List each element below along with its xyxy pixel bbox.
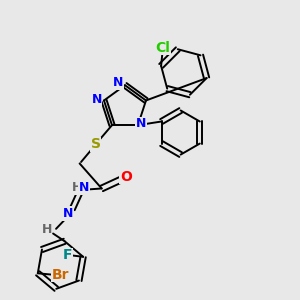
Text: F: F xyxy=(63,248,73,262)
Text: N: N xyxy=(92,92,102,106)
Text: N: N xyxy=(113,76,124,89)
Text: H: H xyxy=(71,181,82,194)
Text: H: H xyxy=(41,223,52,236)
Text: N: N xyxy=(136,117,146,130)
Text: S: S xyxy=(91,137,101,151)
Text: O: O xyxy=(120,170,132,184)
Text: N: N xyxy=(79,181,89,194)
Text: Cl: Cl xyxy=(155,40,170,55)
Text: Br: Br xyxy=(52,268,70,282)
Text: N: N xyxy=(63,207,73,220)
